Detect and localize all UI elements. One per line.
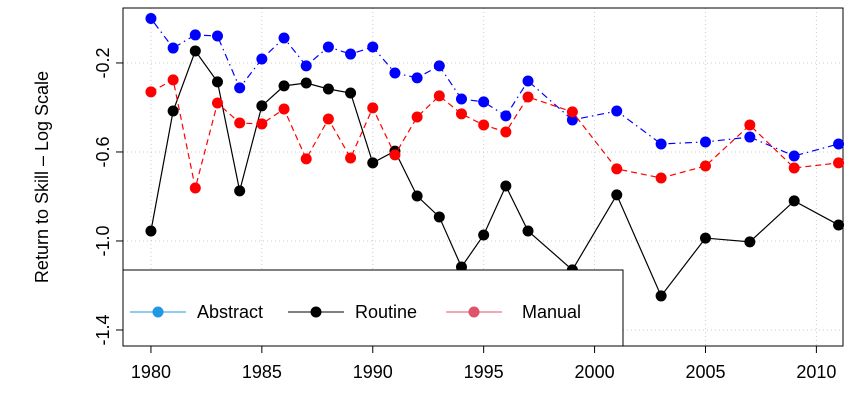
point — [367, 157, 379, 169]
point — [322, 83, 334, 95]
point — [256, 53, 268, 65]
point — [211, 30, 223, 42]
legend-label: Abstract — [197, 302, 263, 322]
point — [411, 111, 423, 123]
point — [145, 12, 157, 24]
point — [322, 41, 334, 53]
y-axis-label: Return to Skill – Log Scale — [32, 71, 52, 283]
point — [522, 91, 534, 103]
point — [167, 105, 179, 117]
x-tick-label: 1990 — [353, 362, 393, 382]
point — [300, 60, 312, 72]
point — [655, 290, 667, 302]
point — [345, 87, 357, 99]
point — [522, 225, 534, 237]
point — [234, 185, 246, 197]
point — [655, 172, 667, 184]
point — [345, 152, 357, 164]
y-tick-label: -1.4 — [93, 314, 113, 345]
y-tick-label: -0.2 — [93, 47, 113, 78]
point — [411, 72, 423, 84]
legend-box — [122, 269, 624, 347]
x-tick-label: 2010 — [796, 362, 836, 382]
point — [455, 93, 467, 105]
legend-label: Routine — [355, 302, 417, 322]
point — [389, 149, 401, 161]
point — [699, 160, 711, 172]
point — [566, 114, 578, 126]
point — [211, 97, 223, 109]
point — [189, 29, 201, 41]
point — [433, 211, 445, 223]
point — [278, 80, 290, 92]
point — [788, 162, 800, 174]
point — [611, 105, 623, 117]
x-tick-label: 1995 — [464, 362, 504, 382]
point — [367, 41, 379, 53]
x-tick-label: 1980 — [131, 362, 171, 382]
point — [234, 117, 246, 129]
point — [500, 110, 512, 122]
point — [833, 157, 845, 169]
point — [566, 106, 578, 118]
x-tick-label: 1985 — [242, 362, 282, 382]
x-tick-label: 2005 — [685, 362, 725, 382]
point — [522, 75, 534, 87]
point — [256, 100, 268, 112]
point — [744, 131, 756, 143]
point — [322, 113, 334, 125]
point — [300, 77, 312, 89]
point — [167, 42, 179, 54]
point — [234, 82, 246, 94]
point — [655, 138, 667, 150]
point — [833, 138, 845, 150]
point — [500, 126, 512, 138]
point — [699, 232, 711, 244]
point — [788, 150, 800, 162]
y-tick-label: -1.0 — [93, 225, 113, 256]
point — [478, 119, 490, 131]
point — [478, 229, 490, 241]
point — [145, 86, 157, 98]
point — [744, 119, 756, 131]
point — [411, 190, 423, 202]
point — [500, 180, 512, 192]
point — [167, 74, 179, 86]
x-tick-label: 2000 — [575, 362, 615, 382]
point — [433, 90, 445, 102]
legend-label: Manual — [522, 302, 581, 322]
point — [611, 163, 623, 175]
point — [345, 48, 357, 60]
point — [478, 96, 490, 108]
y-tick-label: -0.6 — [93, 136, 113, 167]
point — [300, 153, 312, 165]
point — [455, 108, 467, 120]
point — [189, 45, 201, 57]
legend-marker — [468, 306, 480, 318]
series-line — [150, 49, 839, 298]
point — [389, 67, 401, 79]
point — [256, 118, 268, 130]
point — [744, 236, 756, 248]
point — [367, 102, 379, 114]
point — [145, 225, 157, 237]
point — [189, 182, 201, 194]
point — [433, 60, 445, 72]
point — [788, 195, 800, 207]
point — [833, 219, 845, 231]
point — [699, 136, 711, 148]
legend-marker — [310, 306, 322, 318]
point — [278, 32, 290, 44]
legend-marker — [152, 306, 164, 318]
point — [211, 76, 223, 88]
point — [278, 103, 290, 115]
point — [611, 189, 623, 201]
